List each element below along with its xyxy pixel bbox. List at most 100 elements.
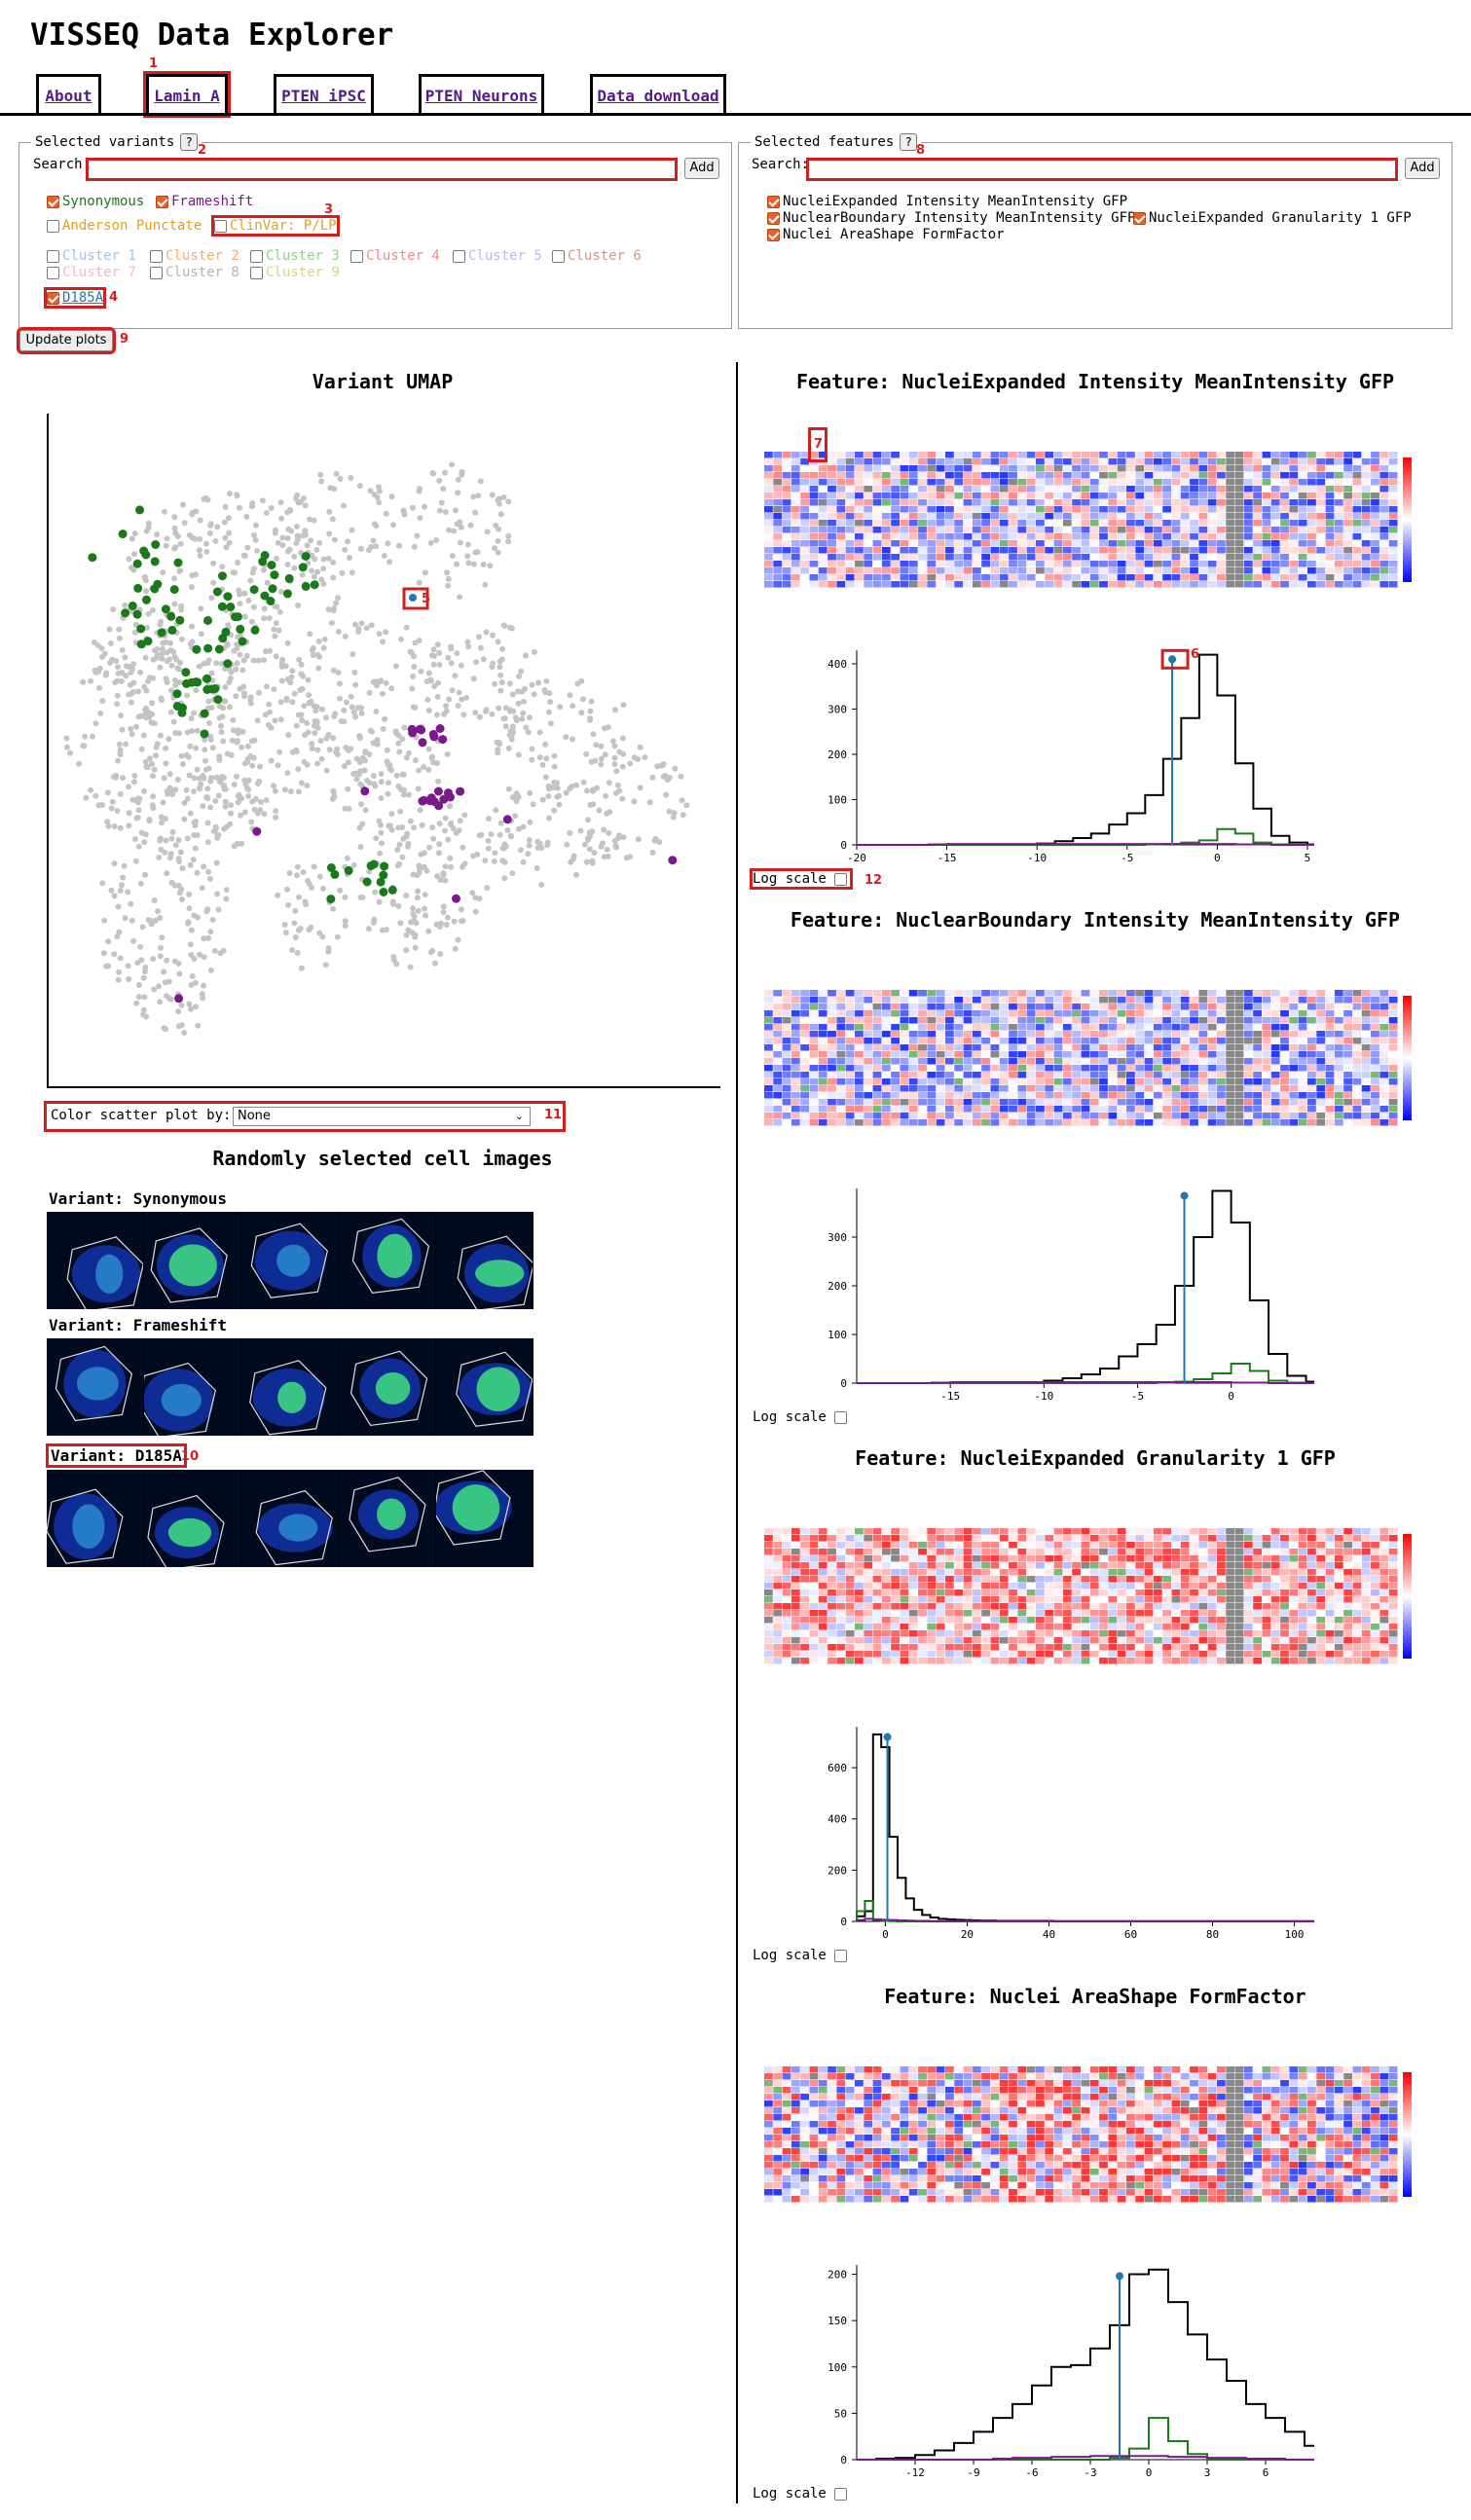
feature-checkbox-1[interactable]: NucleiExpanded Intensity MeanIntensity G… bbox=[767, 194, 1127, 209]
variant-checkbox-cluster-3[interactable]: Cluster 3 bbox=[250, 248, 340, 264]
umap-point-background bbox=[116, 635, 123, 641]
heatmap-cell bbox=[1207, 1051, 1217, 1058]
checkbox-icon[interactable] bbox=[150, 249, 163, 263]
checkbox-icon[interactable] bbox=[47, 195, 59, 208]
feature-checkbox-4[interactable]: Nuclei AreaShape FormFactor bbox=[767, 227, 1005, 242]
checkbox-icon[interactable] bbox=[150, 266, 163, 279]
variants-search-input[interactable] bbox=[86, 158, 678, 181]
umap-point-background bbox=[496, 664, 503, 671]
checkbox-icon[interactable] bbox=[1133, 211, 1146, 225]
checkbox-icon[interactable] bbox=[833, 1410, 847, 1424]
feature-checkbox-2[interactable]: NuclearBoundary Intensity MeanIntensity … bbox=[767, 210, 1135, 226]
checkbox-icon[interactable] bbox=[453, 249, 465, 263]
heatmap-cell bbox=[1352, 458, 1362, 465]
variant-checkbox-clinvar-p-lp[interactable]: ClinVar: P/LP bbox=[211, 215, 340, 237]
variants-help-button[interactable]: ? bbox=[180, 133, 199, 151]
tab-about[interactable]: About bbox=[36, 74, 101, 115]
heatmap-cell bbox=[1026, 547, 1036, 554]
checkbox-icon[interactable] bbox=[833, 872, 847, 886]
heatmap-cell bbox=[818, 561, 827, 567]
heatmap-cell bbox=[1045, 472, 1054, 479]
umap-point-background bbox=[371, 916, 378, 923]
heatmap-cell bbox=[773, 486, 783, 493]
checkbox-icon[interactable] bbox=[250, 266, 263, 279]
checkbox-icon[interactable] bbox=[767, 228, 780, 241]
umap-point-background bbox=[176, 679, 183, 685]
heatmap-cell bbox=[782, 486, 791, 493]
variant-checkbox-cluster-4[interactable]: Cluster 4 bbox=[350, 248, 440, 264]
tab-data-download[interactable]: Data download bbox=[590, 74, 726, 115]
checkbox-icon[interactable] bbox=[47, 266, 59, 279]
features-search-input[interactable] bbox=[806, 158, 1398, 181]
heatmap-cell bbox=[864, 1051, 873, 1058]
variant-checkbox-cluster-2[interactable]: Cluster 2 bbox=[150, 248, 239, 264]
umap-point-background bbox=[330, 789, 337, 795]
feature-heatmap-2[interactable] bbox=[754, 988, 1455, 1139]
umap-scatter-plot[interactable] bbox=[47, 414, 720, 1090]
checkbox-icon[interactable] bbox=[250, 249, 263, 263]
variant-checkbox-frameshift[interactable]: Frameshift bbox=[156, 194, 253, 209]
heatmap-cell bbox=[1117, 499, 1126, 506]
log-scale-toggle-2[interactable]: Log scale bbox=[753, 1409, 850, 1425]
feature-heatmap-3[interactable] bbox=[754, 1526, 1455, 1677]
log-scale-toggle-1[interactable]: Log scale bbox=[750, 868, 853, 890]
checkbox-icon[interactable] bbox=[47, 219, 59, 233]
features-help-button[interactable]: ? bbox=[900, 133, 918, 151]
heatmap-cell bbox=[1017, 486, 1027, 493]
tab-lamin-a[interactable]: Lamin A bbox=[143, 71, 231, 118]
heatmap-cell bbox=[855, 554, 864, 561]
heatmap-cell bbox=[1026, 472, 1036, 479]
feature-heatmap-1[interactable] bbox=[754, 450, 1455, 601]
checkbox-icon[interactable] bbox=[47, 249, 59, 263]
variant-checkbox-synonymous[interactable]: Synonymous bbox=[47, 194, 144, 209]
features-add-button[interactable]: Add bbox=[1405, 158, 1440, 179]
umap-point-background bbox=[132, 858, 139, 864]
variant-checkbox-cluster-9[interactable]: Cluster 9 bbox=[250, 265, 340, 280]
update-plots-button[interactable]: Update plots bbox=[17, 327, 116, 354]
checkbox-icon[interactable] bbox=[767, 195, 780, 208]
variant-checkbox-cluster-8[interactable]: Cluster 8 bbox=[150, 265, 239, 280]
checkbox-icon[interactable] bbox=[214, 219, 227, 233]
variant-checkbox-cluster-6[interactable]: Cluster 6 bbox=[552, 248, 642, 264]
heatmap-cell bbox=[1361, 540, 1371, 547]
variants-add-button[interactable]: Add bbox=[684, 158, 719, 179]
heatmap-cell bbox=[800, 527, 809, 533]
variant-checkbox-anderson-punctate[interactable]: Anderson Punctate bbox=[47, 218, 202, 234]
tab-pten-neurons[interactable]: PTEN Neurons bbox=[419, 74, 544, 115]
heatmap-cell bbox=[900, 506, 909, 513]
variant-checkbox-cluster-1[interactable]: Cluster 1 bbox=[47, 248, 136, 264]
heatmap-cell bbox=[1298, 1017, 1307, 1024]
variant-checkbox-cluster-7[interactable]: Cluster 7 bbox=[47, 265, 136, 280]
heatmap-cell bbox=[891, 1038, 900, 1044]
heatmap-cell bbox=[999, 1051, 1009, 1058]
checkbox-icon[interactable] bbox=[350, 249, 363, 263]
checkbox-icon[interactable] bbox=[47, 291, 59, 305]
variant-checkbox-d185a[interactable]: D185A bbox=[43, 287, 107, 309]
feature-checkbox-3[interactable]: NucleiExpanded Granularity 1 GFP bbox=[1133, 210, 1412, 226]
heatmap-cell bbox=[1135, 1031, 1145, 1038]
color-by-select[interactable]: None ⌄ bbox=[233, 1107, 531, 1126]
heatmap-cell bbox=[845, 1092, 855, 1099]
heatmap-cell bbox=[782, 1119, 791, 1126]
umap-point-background bbox=[412, 757, 419, 764]
tab-pten-ipsc[interactable]: PTEN iPSC bbox=[274, 74, 374, 115]
checkbox-icon[interactable] bbox=[552, 249, 565, 263]
heatmap-cell bbox=[1108, 1542, 1118, 1549]
umap-point-background bbox=[153, 752, 159, 759]
variant-checkbox-cluster-5[interactable]: Cluster 5 bbox=[453, 248, 542, 264]
heatmap-cell bbox=[1081, 1092, 1090, 1099]
heatmap-cell bbox=[818, 1549, 827, 1555]
heatmap-cell bbox=[1280, 472, 1289, 479]
umap-point-background bbox=[470, 493, 477, 500]
umap-point-background bbox=[386, 822, 393, 829]
checkbox-icon[interactable] bbox=[156, 195, 168, 208]
umap-point-background bbox=[289, 947, 296, 954]
heatmap-cell bbox=[1036, 1024, 1045, 1031]
heatmap-cell bbox=[818, 520, 827, 527]
heatmap-cell bbox=[1180, 520, 1190, 527]
checkbox-icon[interactable] bbox=[767, 211, 780, 225]
heatmap-cell bbox=[972, 540, 981, 547]
heatmap-cell bbox=[809, 452, 819, 458]
